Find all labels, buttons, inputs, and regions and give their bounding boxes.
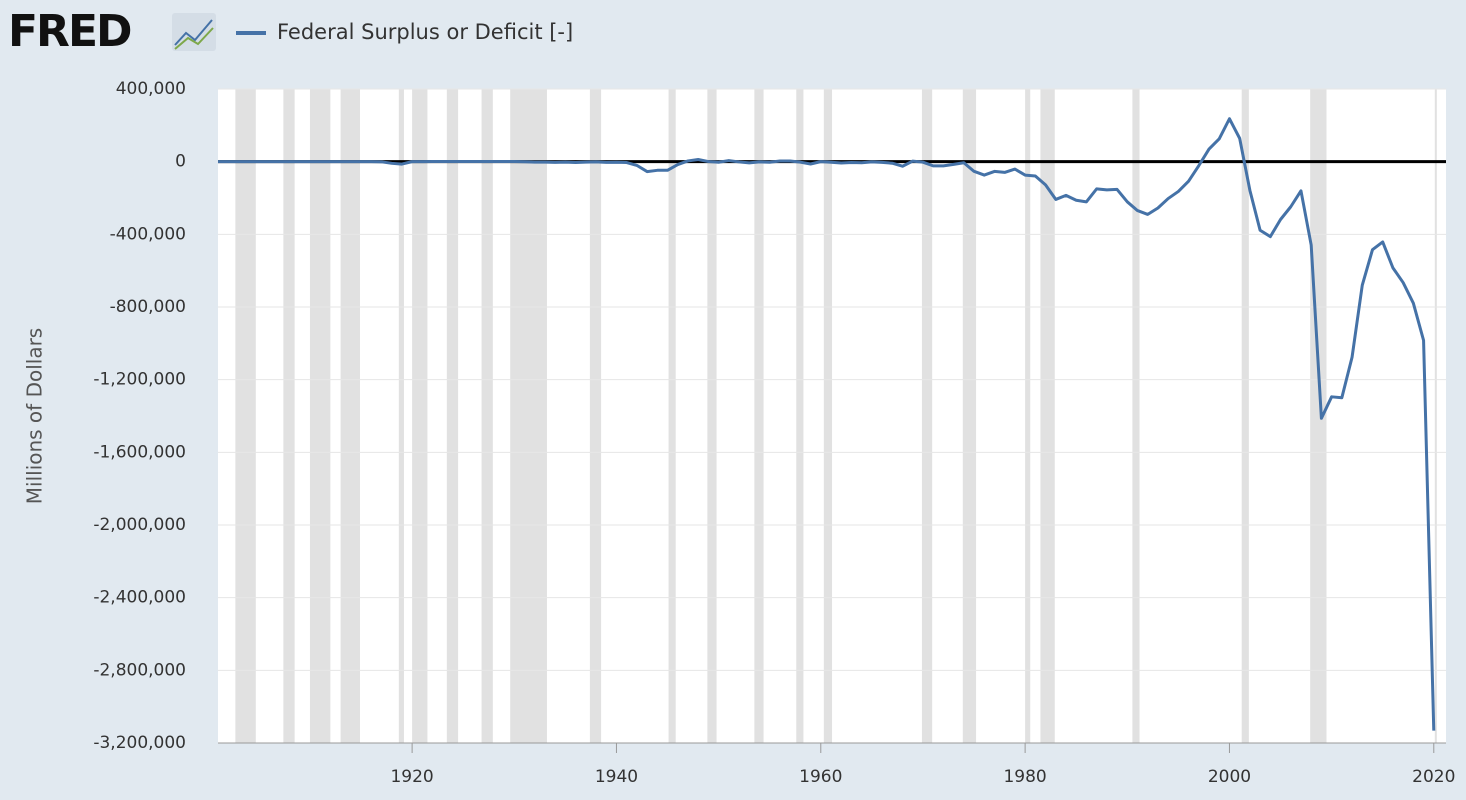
recession-band	[1310, 89, 1327, 743]
recession-band	[340, 89, 361, 743]
y-tick-label: -1,600,000	[93, 442, 186, 462]
recession-band	[446, 89, 459, 743]
y-tick-label: -2,400,000	[93, 588, 186, 608]
recession-band	[921, 89, 933, 743]
recession-band	[589, 89, 602, 743]
recession-band	[1132, 89, 1140, 743]
x-tick-label: 1980	[1003, 767, 1046, 787]
y-tick-label: 400,000	[116, 79, 186, 99]
recession-band	[481, 89, 493, 743]
x-tick-label: 1940	[595, 767, 638, 787]
recession-band	[754, 89, 764, 743]
recession-band	[283, 89, 295, 743]
y-tick-label: -1,200,000	[93, 370, 186, 390]
recession-band	[398, 89, 404, 743]
recession-band	[962, 89, 977, 743]
y-tick-label: -2,800,000	[93, 660, 186, 680]
recession-band	[823, 89, 833, 743]
recession-band	[1434, 89, 1437, 743]
recession-band	[1025, 89, 1031, 743]
brand-logo: FRED	[8, 6, 131, 57]
recession-band	[412, 89, 428, 743]
x-tick-label: 2020	[1412, 767, 1455, 787]
y-axis-label: Millions of Dollars	[23, 328, 47, 504]
recession-band	[510, 89, 547, 743]
recession-band	[796, 89, 804, 743]
recession-band	[309, 89, 331, 743]
recession-band	[1040, 89, 1055, 743]
y-tick-label: -400,000	[110, 224, 186, 244]
recession-band	[707, 89, 717, 743]
y-tick-label: 0	[175, 152, 186, 172]
data-line	[217, 117, 1436, 731]
recession-band	[235, 89, 256, 743]
x-tick-label: 1960	[799, 767, 842, 787]
recession-band	[1241, 89, 1249, 743]
legend-label: Federal Surplus or Deficit [-]	[277, 20, 573, 44]
y-tick-label: -2,000,000	[93, 515, 186, 535]
y-tick-label: -800,000	[110, 297, 186, 317]
recession-band	[668, 89, 676, 743]
x-tick-label: 1920	[390, 767, 433, 787]
x-tick-label: 2000	[1208, 767, 1251, 787]
y-tick-label: -3,200,000	[93, 733, 186, 753]
logo-icon	[172, 13, 216, 51]
